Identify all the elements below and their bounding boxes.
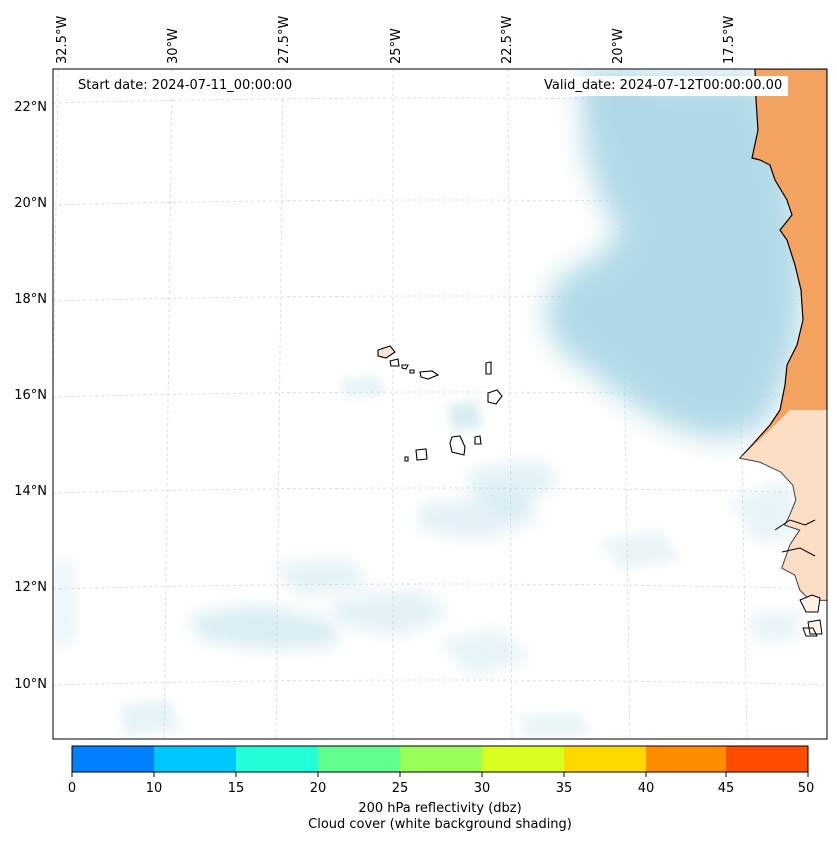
start-date-caption: Start date: <box>78 78 148 93</box>
colorbar-subtitle: Cloud cover (white background shading) <box>308 817 572 832</box>
colorbar-tick-label: 45 <box>717 781 735 796</box>
colorbar-tick-label: 35 <box>555 781 573 796</box>
lon-label: 22.5°W <box>500 16 515 64</box>
colorbar-bin <box>482 746 564 772</box>
colorbar-tick-label: 25 <box>391 781 409 796</box>
colorbar-bin <box>564 746 646 772</box>
colorbar-bin <box>154 746 236 772</box>
lon-label: 32.5°W <box>55 16 70 64</box>
colorbar-title: 200 hPa reflectivity (dbz) <box>358 801 522 816</box>
colorbar-tick-label: 40 <box>637 781 655 796</box>
cloud-cover-shading <box>55 70 805 737</box>
colorbar-tick-label: 20 <box>309 781 327 796</box>
cape-verde-islands <box>377 345 503 462</box>
colorbar-tick-label: 10 <box>145 781 163 796</box>
valid-date-caption: Valid_date: <box>544 78 616 93</box>
longitude-labels: 32.5°W 30°W 27.5°W 25°W 22.5°W 20°W 17.5… <box>55 16 737 64</box>
lat-label: 20°N <box>14 196 47 211</box>
lon-label: 25°W <box>389 28 404 64</box>
lat-label: 14°N <box>14 484 47 499</box>
colorbar-tick-label: 15 <box>227 781 245 796</box>
lon-label: 27.5°W <box>277 16 292 64</box>
lon-label: 30°W <box>166 28 181 64</box>
colorbar-bin <box>72 746 154 772</box>
colorbar <box>71 745 809 777</box>
valid-date-value: 2024-07-12T00:00:00.00 <box>619 78 783 93</box>
start-date-label: Start date: 2024-07-11_00:00:00 <box>72 76 299 96</box>
colorbar-bin <box>646 746 726 772</box>
start-date-value: 2024-07-11_00:00:00 <box>151 78 293 93</box>
lat-label: 16°N <box>14 388 47 403</box>
lon-label: 20°W <box>611 28 626 64</box>
colorbar-bin <box>726 746 808 772</box>
colorbar-frame <box>71 745 809 773</box>
colorbar-bin <box>236 746 318 772</box>
lat-label: 18°N <box>14 292 47 307</box>
lon-label: 17.5°W <box>722 16 737 64</box>
map-frame <box>52 68 828 740</box>
colorbar-tick-label: 50 <box>797 781 815 796</box>
lat-label: 22°N <box>14 100 47 115</box>
colorbar-bin <box>318 746 400 772</box>
colorbar-tick-label: 0 <box>67 781 77 796</box>
colorbar-bin <box>400 746 482 772</box>
lat-label: 10°N <box>14 677 47 692</box>
land-mass <box>738 69 827 637</box>
colorbar-ticks <box>71 772 809 777</box>
valid-date-label: Valid_date: 2024-07-12T00:00:00.00 <box>538 76 789 96</box>
colorbar-tick-label: 30 <box>473 781 491 796</box>
lat-label: 12°N <box>14 580 47 595</box>
latitude-labels: 22°N 20°N 18°N 16°N 14°N 12°N 10°N <box>14 100 47 692</box>
